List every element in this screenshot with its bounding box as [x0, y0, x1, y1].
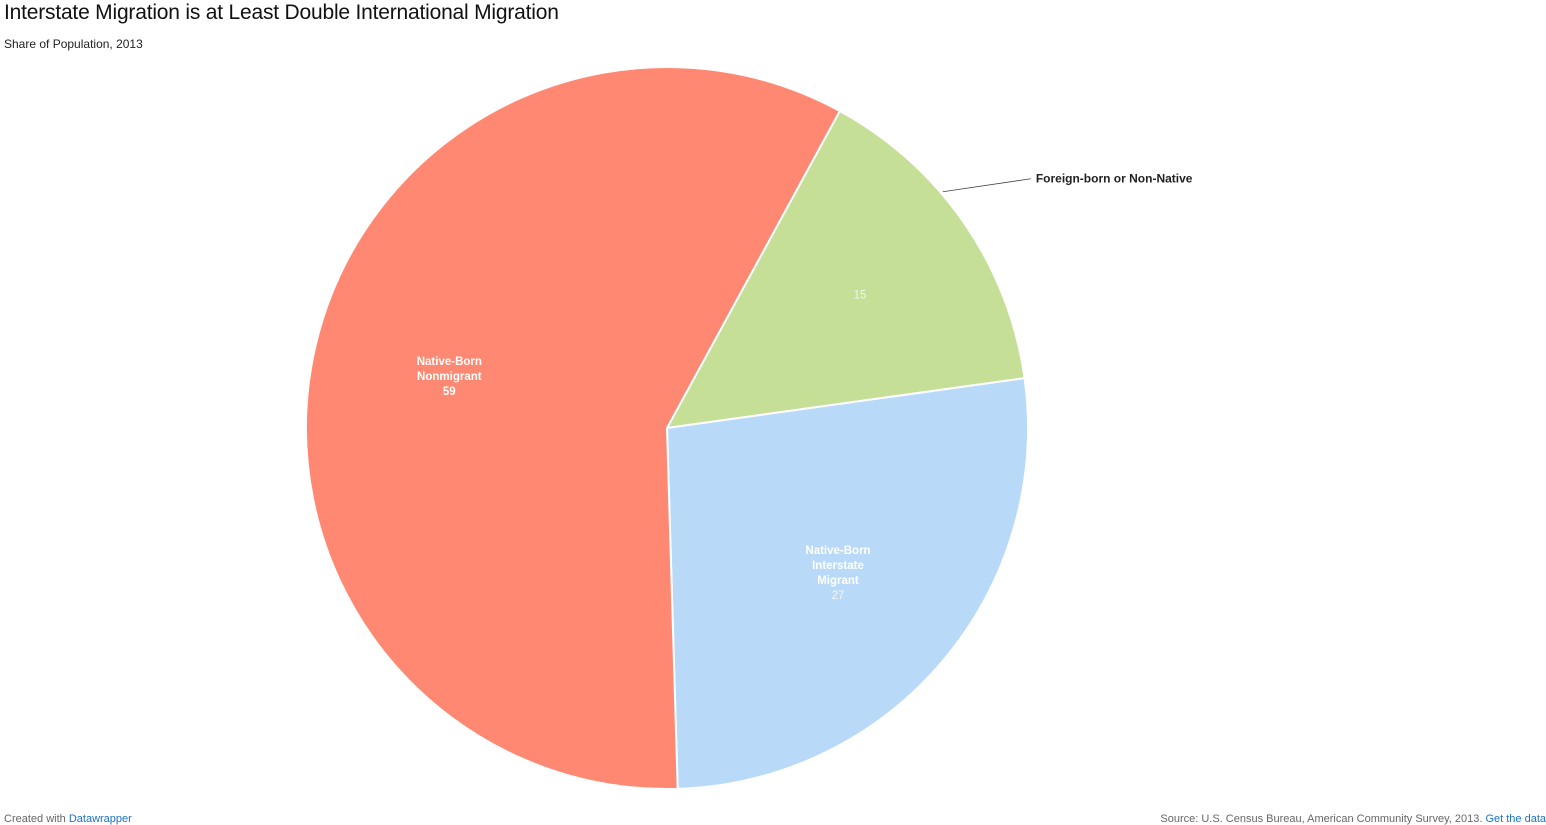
- datawrapper-link[interactable]: Datawrapper: [68, 813, 132, 825]
- slice-label-native-born-interstate-migrant-line-3: Migrant: [817, 575, 859, 587]
- slice-value-foreign-born-or-non-native: 15: [854, 290, 867, 302]
- created-with-text: Created with: [4, 813, 66, 825]
- slice-value-native-born-interstate-migrant: 27: [832, 590, 845, 602]
- slice-label-native-born-nonmigrant-line-2: Nonmigrant: [417, 371, 482, 383]
- pie-slice-native-born-interstate-migrant: [665, 377, 1029, 790]
- slice-label-native-born-interstate-migrant-line-1: Native-Born: [805, 545, 870, 557]
- source-text: Source: U.S. Census Bureau, American Com…: [1160, 813, 1483, 825]
- pie-slice-foreign-born-or-non-native: [665, 109, 1026, 430]
- chart-subtitle: Share of Population, 2013: [4, 37, 143, 51]
- slice-label-native-born-interstate-migrant-line-2: Interstate: [812, 560, 864, 572]
- chart-title: Interstate Migration is at Least Double …: [4, 1, 559, 24]
- get-the-data-link[interactable]: Get the data: [1485, 813, 1546, 825]
- footer-source: Source: U.S. Census Bureau, American Com…: [1160, 813, 1546, 825]
- slice-value-native-born-nonmigrant: 59: [443, 386, 456, 398]
- pie-slice-native-born-nonmigrant: [305, 66, 842, 790]
- slice-label-foreign-born-or-non-native: Foreign-born or Non-Native: [1036, 172, 1193, 186]
- leader-line-foreign-born-or-non-native: [942, 178, 1031, 193]
- footer-credit: Created with Datawrapper: [4, 813, 132, 825]
- slice-label-native-born-nonmigrant-line-1: Native-Born: [417, 356, 482, 368]
